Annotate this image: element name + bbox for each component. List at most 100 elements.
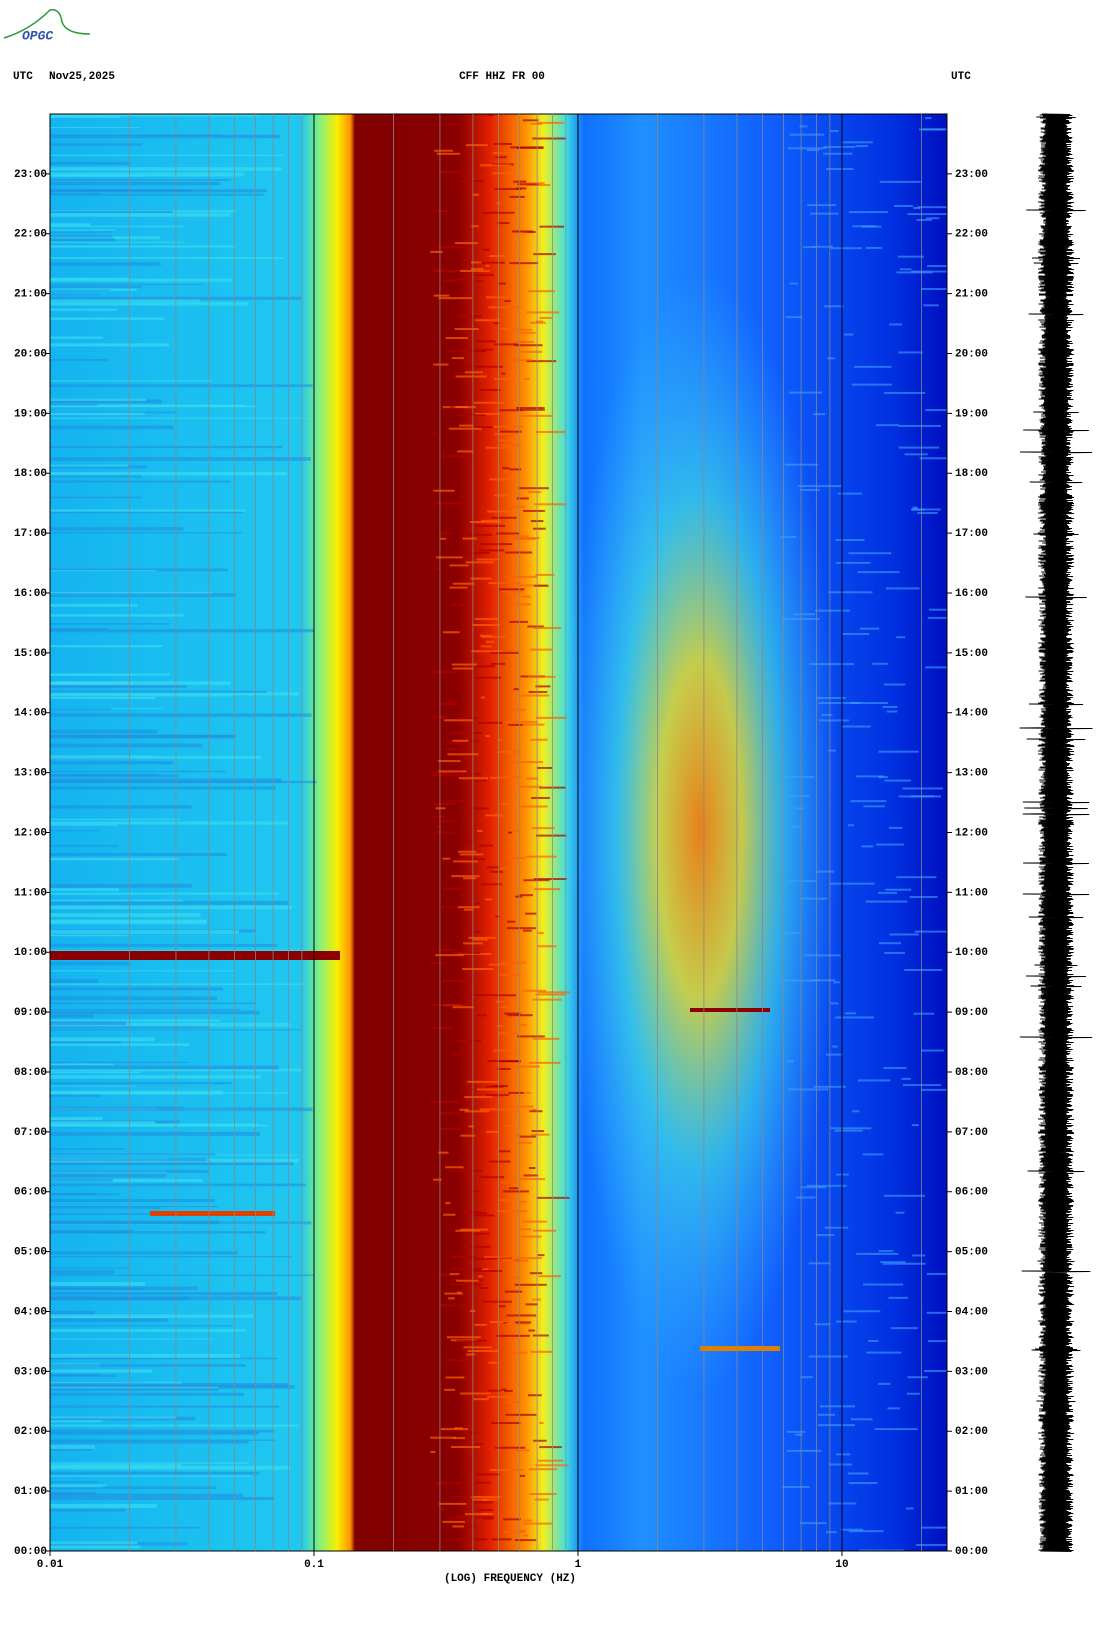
streak <box>911 1124 919 1127</box>
streak <box>467 676 502 679</box>
streak <box>506 857 525 860</box>
streak <box>823 145 856 148</box>
streak <box>468 1125 474 1128</box>
streak <box>491 1538 512 1541</box>
streak <box>916 1543 947 1546</box>
y-tick-label: 23:00 <box>14 169 47 181</box>
streak <box>877 1382 891 1385</box>
streak <box>50 1075 261 1079</box>
streak <box>883 683 906 686</box>
streak <box>464 371 484 374</box>
y-tick-label: 14:00 <box>955 708 988 720</box>
streak <box>843 1310 881 1313</box>
streak <box>826 167 854 170</box>
streak <box>435 831 454 834</box>
streak <box>466 144 488 147</box>
streak <box>430 1101 460 1104</box>
streak <box>489 255 506 258</box>
streak <box>505 551 533 554</box>
streak <box>521 1235 542 1238</box>
streak <box>488 1160 511 1163</box>
streak <box>781 932 800 935</box>
streak <box>50 1121 156 1124</box>
streak <box>498 1060 521 1063</box>
streak <box>496 1334 530 1337</box>
streak <box>50 845 119 847</box>
streak <box>50 1445 95 1449</box>
streak <box>50 755 262 759</box>
streak <box>865 900 908 903</box>
streak <box>456 1339 487 1342</box>
streak <box>520 1200 527 1203</box>
streak <box>464 779 487 782</box>
streak <box>50 570 157 572</box>
streak <box>452 739 469 742</box>
streak <box>455 278 471 281</box>
streak <box>897 255 924 258</box>
streak <box>466 365 483 368</box>
streak <box>505 1322 530 1325</box>
streak <box>912 1254 926 1257</box>
streak <box>535 834 567 837</box>
streak <box>50 743 203 748</box>
streak <box>50 1041 122 1044</box>
y-tick-label: 23:00 <box>955 169 988 181</box>
streak <box>50 1274 315 1277</box>
streak <box>799 488 820 491</box>
streak <box>470 267 484 270</box>
streak <box>50 943 277 947</box>
streak <box>50 1117 103 1121</box>
streak <box>50 684 186 688</box>
streak <box>535 716 567 719</box>
streak <box>50 1503 157 1508</box>
streak <box>494 433 519 436</box>
streak <box>533 527 546 530</box>
streak <box>459 853 484 856</box>
streak <box>497 1067 511 1070</box>
streak <box>896 876 937 879</box>
streak <box>813 413 826 416</box>
streak <box>925 409 947 412</box>
streak <box>486 1130 499 1133</box>
streak <box>499 973 521 976</box>
streak <box>806 1184 847 1187</box>
streak <box>430 250 443 253</box>
streak <box>532 1334 549 1337</box>
streak <box>497 222 510 225</box>
streak <box>50 645 163 648</box>
streak <box>50 729 158 734</box>
streak <box>519 1474 526 1477</box>
streak <box>531 827 555 830</box>
streak <box>865 246 883 249</box>
streak <box>884 779 912 782</box>
streak <box>522 1220 547 1223</box>
streak <box>50 690 267 693</box>
y-tick-label: 22:00 <box>14 229 47 241</box>
streak <box>835 1016 875 1019</box>
right-label: UTC <box>951 71 971 83</box>
streak <box>50 774 179 778</box>
streak <box>536 1196 570 1199</box>
streak <box>494 494 511 497</box>
streak <box>520 595 531 598</box>
streak <box>50 603 138 607</box>
streak <box>517 183 539 186</box>
streak <box>464 1257 497 1260</box>
streak <box>50 614 184 617</box>
streak <box>509 620 528 623</box>
streak <box>528 691 548 694</box>
streak <box>472 1501 493 1504</box>
streak <box>477 1509 494 1512</box>
streak <box>500 961 527 964</box>
streak <box>507 831 513 834</box>
streak <box>830 1127 872 1130</box>
streak <box>50 1090 224 1095</box>
streak <box>795 1196 816 1199</box>
streak <box>788 1088 829 1091</box>
streak <box>445 336 468 339</box>
y-tick-label: 21:00 <box>14 289 47 301</box>
streak <box>450 1283 482 1286</box>
streak <box>505 1401 521 1404</box>
streak <box>519 1135 537 1138</box>
streak <box>50 1369 153 1373</box>
